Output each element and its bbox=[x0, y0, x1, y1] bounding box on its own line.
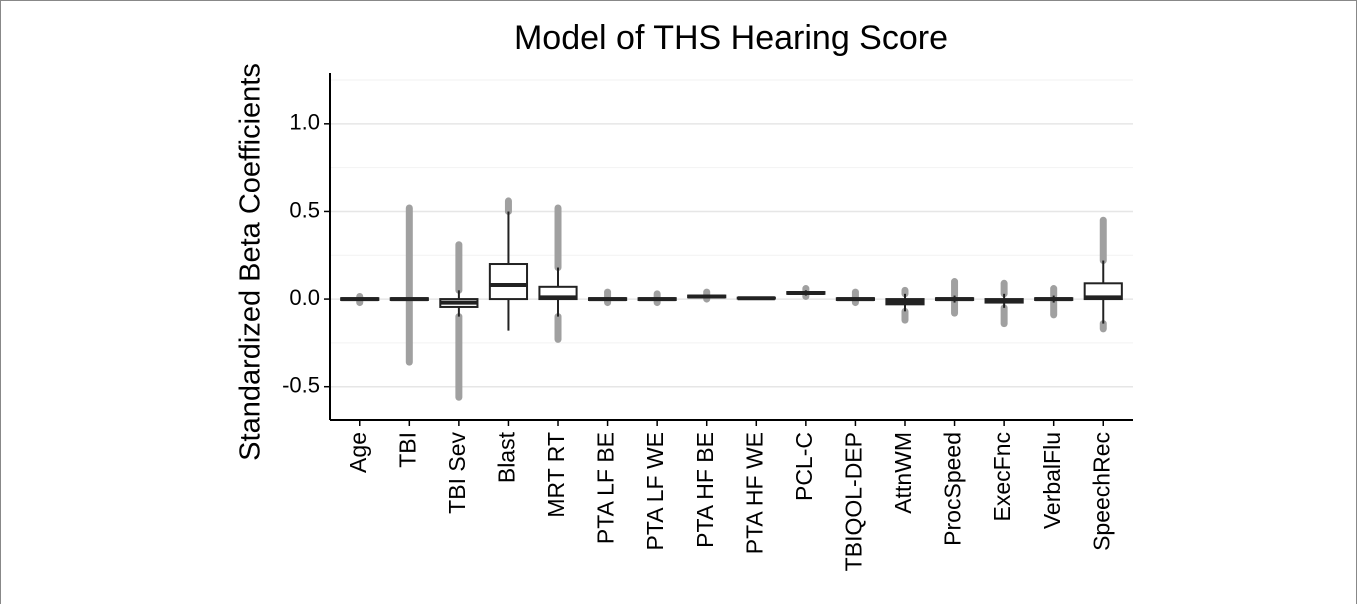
box bbox=[488, 263, 529, 301]
x-tick-label: PTA HF WE bbox=[741, 432, 767, 554]
x-tick-label: PTA LF BE bbox=[593, 432, 619, 544]
x-tick-label: Blast bbox=[494, 431, 520, 483]
y-tick-label: 1.0 bbox=[289, 110, 320, 135]
x-tick-label: TBI bbox=[394, 432, 420, 468]
y-tick-label: 0.5 bbox=[289, 197, 320, 222]
x-tick-label: TBI Sev bbox=[444, 432, 470, 514]
x-tick-label: ExecFnc bbox=[989, 432, 1015, 521]
y-axis-label: Standardized Beta Coefficients bbox=[235, 63, 267, 461]
x-tick-label: VerbalFlu bbox=[1039, 432, 1065, 529]
x-tick-label: SpeechRec bbox=[1088, 432, 1114, 551]
y-tick-label: -0.5 bbox=[282, 373, 320, 398]
x-tick-label: AttnWM bbox=[890, 432, 916, 514]
chart-title: Model of THS Hearing Score bbox=[514, 19, 948, 57]
y-tick-label: 0.0 bbox=[289, 285, 320, 310]
x-tick-label: Age bbox=[345, 432, 371, 473]
x-tick-label: PTA HF BE bbox=[692, 432, 718, 548]
x-tick-label: ProcSpeed bbox=[940, 432, 966, 546]
x-tick-label: PCL-C bbox=[791, 432, 817, 501]
x-tick-label: PTA LF WE bbox=[642, 432, 668, 550]
x-tick-label: MRT RT bbox=[543, 432, 569, 518]
x-tick-label: TBIQOL-DEP bbox=[840, 432, 866, 571]
